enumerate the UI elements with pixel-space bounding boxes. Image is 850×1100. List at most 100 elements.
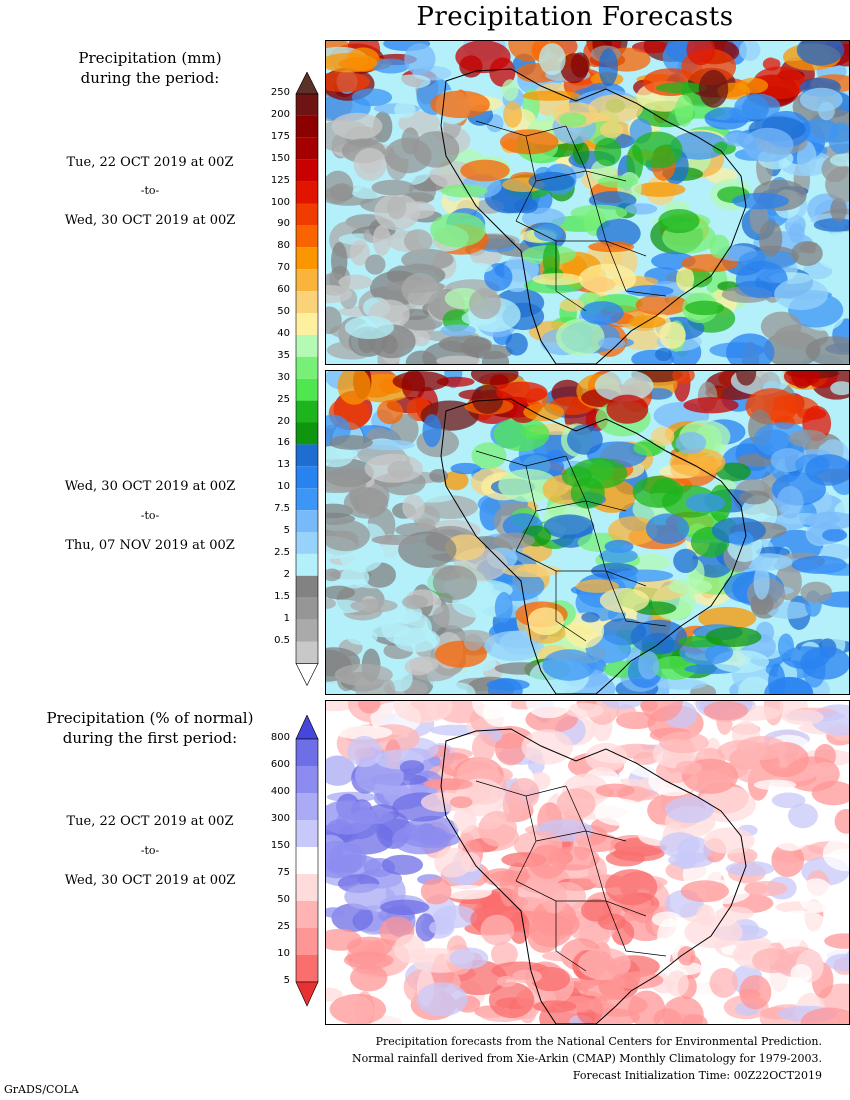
precip-blob	[588, 94, 643, 123]
colorbar-segment	[296, 378, 318, 401]
precip-blob	[830, 381, 849, 396]
colorbar-top-arrow	[295, 714, 319, 740]
precip-blob	[392, 371, 449, 392]
panel3-to: -to-	[140, 844, 160, 857]
precip-blob	[344, 315, 394, 340]
colorbar-segment	[296, 444, 318, 467]
precip-blob	[434, 847, 472, 878]
precip-blob	[440, 184, 488, 198]
colorbar-segment	[296, 488, 318, 511]
precip-blob	[488, 981, 535, 1019]
precip-map-week1	[326, 41, 849, 364]
colorbar-segment	[296, 225, 318, 248]
panel3-end-date: Wed, 30 OCT 2019 at 00Z	[64, 873, 236, 888]
precip-blob	[776, 485, 804, 519]
precip-blob	[782, 709, 824, 725]
country-border	[555, 571, 587, 642]
precip-blob	[501, 79, 519, 101]
precip-blob	[472, 701, 512, 720]
colorbar-segment	[296, 356, 318, 379]
colorbar-tick-label: 5	[283, 975, 290, 986]
precip-blob	[393, 934, 426, 964]
precip-blob	[805, 454, 849, 486]
precip-blob	[668, 578, 713, 595]
precip-blob	[791, 241, 823, 266]
precip-blob	[345, 951, 387, 965]
precip-blob	[788, 223, 805, 244]
colorbar-segment	[296, 641, 318, 664]
precip-blob	[381, 854, 424, 875]
precip-blob	[596, 218, 641, 249]
precip-blob	[530, 966, 571, 992]
colorbar-segment	[296, 137, 318, 160]
colorbar-tick-label: 0.5	[274, 634, 290, 646]
precip-blob	[331, 241, 348, 280]
precip-blob	[493, 532, 535, 549]
precip-blob	[725, 861, 775, 877]
precip-blob	[500, 129, 559, 155]
precip-blob	[542, 242, 560, 277]
precip-blob	[393, 701, 453, 724]
precip-blob	[372, 58, 410, 74]
precip-blob	[602, 701, 643, 710]
precip-blob	[402, 594, 429, 610]
precip-blob	[655, 347, 672, 362]
precip-blob	[685, 493, 726, 513]
precip-blob	[599, 548, 638, 564]
precip-blob	[401, 127, 420, 155]
credit-label: GrADS/COLA	[4, 1083, 79, 1096]
coastline	[440, 68, 747, 364]
precip-blob	[698, 69, 729, 108]
precip-blob	[405, 350, 438, 364]
precip-blob	[677, 946, 696, 966]
panel1-end-date: Wed, 30 OCT 2019 at 00Z	[64, 213, 236, 228]
precip-blob	[670, 131, 728, 160]
precip-blob	[403, 229, 433, 253]
panel2-to: -to-	[140, 509, 160, 522]
precip-blob	[334, 725, 393, 740]
precip-blob	[630, 619, 688, 655]
precip-blob	[728, 531, 754, 546]
precip-blob	[364, 453, 423, 483]
precip-blob	[380, 899, 430, 916]
precip-blob	[538, 43, 566, 76]
colorbar-graphic	[295, 714, 319, 1007]
precip-blob	[737, 77, 769, 94]
precip-blob	[822, 528, 848, 542]
panel2-start-date: Wed, 30 OCT 2019 at 00Z	[64, 479, 236, 494]
precip-blob	[597, 175, 639, 188]
colorbar-segment	[296, 94, 318, 116]
precip-blob	[753, 422, 811, 458]
precip-blob	[522, 90, 581, 101]
colorbar-tick-label: 16	[277, 437, 290, 449]
precip-blob	[645, 513, 690, 545]
precip-blob	[665, 796, 714, 823]
precip-field	[326, 41, 849, 364]
precip-blob	[404, 43, 436, 75]
precip-blob	[440, 682, 476, 694]
precip-blob	[744, 881, 788, 897]
colorbar-bottom-arrow	[295, 981, 319, 1007]
precip-blob	[422, 413, 442, 448]
precip-blob	[449, 947, 489, 969]
precip-blob	[449, 796, 473, 809]
colorbar-bottom-arrow	[295, 663, 319, 687]
panel1-label: Precipitation (mm) during the period:	[40, 48, 260, 88]
precip-blob	[326, 907, 346, 918]
precip-blob	[632, 131, 683, 169]
precip-blob	[829, 153, 849, 168]
percent-colorbar: 800 600 400 300 150 75 50 25 10 5	[260, 714, 320, 1015]
precip-blob	[726, 333, 775, 364]
precip-blob	[572, 141, 590, 165]
precip-blob	[598, 48, 618, 87]
colorbar-tick-label: 50	[277, 306, 290, 317]
precip-blob	[752, 66, 807, 100]
precip-blob	[672, 371, 695, 384]
precip-blob	[739, 975, 772, 1010]
precip-blob	[493, 417, 550, 452]
precip-blob	[658, 208, 700, 234]
precip-blob	[429, 920, 454, 935]
precip-blob	[541, 882, 568, 914]
precip-blob	[372, 224, 391, 256]
colorbar-tick-label: 600	[270, 759, 290, 770]
